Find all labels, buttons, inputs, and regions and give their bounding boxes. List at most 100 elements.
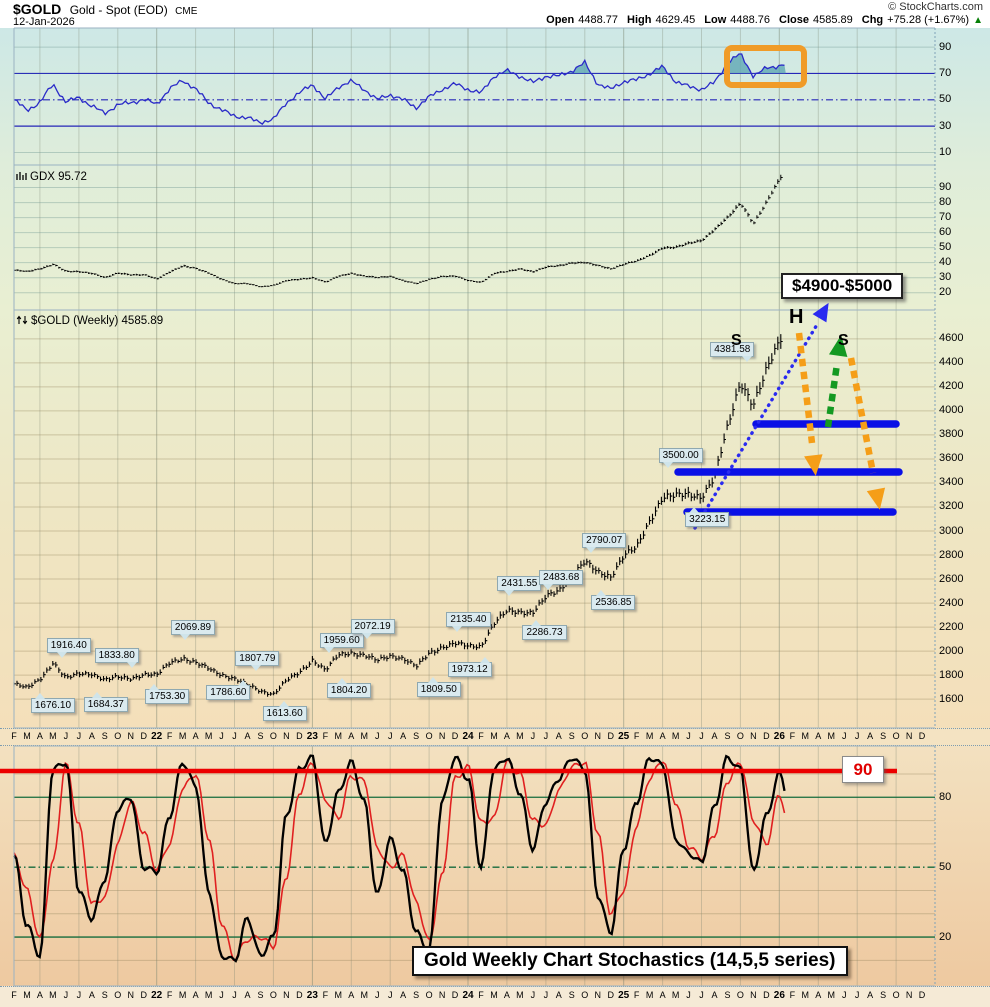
x-axis-month-label: N xyxy=(750,990,757,1000)
x-axis-month-label: J xyxy=(387,990,393,1000)
price-tag: 2431.55 xyxy=(497,576,542,597)
x-axis-month-label: A xyxy=(503,990,510,1000)
x-axis-month-label: A xyxy=(192,731,199,741)
x-axis-month-label: N xyxy=(127,731,134,741)
x-axis-month-label: O xyxy=(581,990,589,1000)
x-axis-month-label: M xyxy=(204,731,213,741)
tag-pointer xyxy=(34,693,45,700)
head-label: H xyxy=(789,306,804,328)
quote-value: 4488.77 xyxy=(578,14,619,26)
tag-pointer xyxy=(504,590,515,597)
x-axis-month-label: F xyxy=(478,990,484,1000)
x-axis-month-label: A xyxy=(36,990,43,1000)
x-axis-month-label: A xyxy=(867,731,874,741)
x-axis-month-label: N xyxy=(594,731,601,741)
price-tag: 1684.37 xyxy=(83,692,128,713)
x-axis-month-label: M xyxy=(334,990,343,1000)
y-tick-label: 10 xyxy=(939,145,952,158)
x-axis-month-label: O xyxy=(892,731,900,741)
x-axis-month-label: A xyxy=(244,731,251,741)
gold-label-text: $GOLD (Weekly) 4585.89 xyxy=(31,315,164,327)
tag-pointer xyxy=(689,507,700,514)
x-axis-month-label: A xyxy=(867,990,874,1000)
y-tick-label: 3200 xyxy=(939,500,964,513)
y-tick-label: 30 xyxy=(939,271,952,284)
tag-pointer xyxy=(323,646,334,653)
x-axis-year-label: 25 xyxy=(618,731,630,742)
quote-value: 4629.45 xyxy=(655,14,696,26)
tag-pointer xyxy=(662,461,673,468)
x-axis-month-label: F xyxy=(11,990,17,1000)
tag-pointer xyxy=(278,700,289,707)
x-axis-month-label: N xyxy=(905,990,913,1000)
y-tick-label: 60 xyxy=(939,226,952,239)
x-axis-month-label: S xyxy=(101,731,108,741)
main-x-axis: F M A M J J A S O N D 22 F M A M J J A S O N D 23 F M A M J J A S O N D 24 F… xyxy=(0,729,990,745)
x-axis-month-label: D xyxy=(763,990,770,1000)
shoulder-label-right: S xyxy=(838,332,849,349)
price-tag: 2536.85 xyxy=(591,589,636,610)
x-axis-month-label: J xyxy=(232,990,237,1000)
price-tag: 1786.60 xyxy=(206,679,251,700)
x-axis-year-label: 22 xyxy=(151,731,163,742)
tag-pointer xyxy=(742,356,753,363)
x-axis-month-label: A xyxy=(815,990,822,1000)
x-axis-month-label: A xyxy=(555,990,562,1000)
x-axis-month-label: F xyxy=(322,990,329,1000)
y-tick-label: 3400 xyxy=(939,476,964,489)
rsi-panel-background xyxy=(0,28,990,165)
gdx-label-text: GDX 95.72 xyxy=(30,171,87,183)
x-axis-month-label: F xyxy=(478,731,484,741)
quote-label: Low xyxy=(704,14,727,26)
tag-pointer xyxy=(238,679,249,686)
x-axis-month-label: J xyxy=(63,731,69,741)
x-axis-month-label: A xyxy=(815,731,822,741)
stochastics-caption-box: Gold Weekly Chart Stochastics (14,5,5 se… xyxy=(412,946,848,976)
stockcharts-credit: © StockCharts.com xyxy=(888,1,983,13)
y-tick-label: 50 xyxy=(939,860,952,873)
price-tag: 1613.60 xyxy=(262,700,307,721)
price-tag: 1809.50 xyxy=(416,677,461,697)
change-up-arrow-icon: ▲ xyxy=(973,15,983,26)
x-axis-month-label: J xyxy=(219,731,224,741)
x-axis-month-label: S xyxy=(568,990,575,1000)
x-axis-month-label: M xyxy=(360,990,368,1000)
price-tag: 2069.89 xyxy=(170,619,216,640)
x-axis-month-label: M xyxy=(801,990,810,1000)
y-tick-label: 2600 xyxy=(939,572,964,585)
y-tick-label: 80 xyxy=(939,196,952,209)
price-tag: 4381.58 xyxy=(710,342,755,363)
x-axis-year-label: 26 xyxy=(773,990,785,1001)
x-axis-month-label: J xyxy=(854,990,860,1000)
x-axis-month-label: N xyxy=(283,731,290,741)
x-axis-month-label: A xyxy=(400,731,407,741)
price-tag: 1973.12 xyxy=(447,657,492,678)
x-axis-month-label: J xyxy=(387,731,393,741)
quote-label: Open xyxy=(546,14,575,26)
tag-pointer xyxy=(91,692,102,699)
x-axis-month-label: F xyxy=(166,990,173,1000)
x-axis-month-label: S xyxy=(880,990,887,1000)
x-axis-month-label: S xyxy=(413,731,420,741)
gdx-panel-label: GDX 95.72 xyxy=(16,171,87,183)
x-axis-month-label: D xyxy=(918,990,926,1000)
x-axis-month-label: M xyxy=(49,990,57,1000)
tag-pointer xyxy=(427,677,438,683)
quote-value: +75.28 (+1.67%) xyxy=(887,14,970,26)
quote-value: 4488.76 xyxy=(730,14,771,26)
up-down-arrows-icon xyxy=(16,315,28,325)
price-tag: 1753.30 xyxy=(145,683,190,704)
y-tick-label: 3800 xyxy=(939,428,964,441)
x-axis-month-label: M xyxy=(360,731,368,741)
x-axis-month-label: M xyxy=(334,731,343,741)
y-tick-label: 70 xyxy=(939,211,952,224)
ohlc-quote-line: Open 4488.77 High 4629.45 Low 4488.76 Close 458… xyxy=(537,14,983,26)
y-tick-label: 50 xyxy=(939,241,952,254)
y-tick-label: 20 xyxy=(939,930,952,943)
x-axis-month-label: N xyxy=(283,990,290,1000)
x-axis-month-label: F xyxy=(789,731,796,741)
x-axis-month-label: A xyxy=(244,990,251,1000)
x-axis-month-label: J xyxy=(374,731,380,741)
ticker-symbol: $GOLD xyxy=(13,1,62,17)
